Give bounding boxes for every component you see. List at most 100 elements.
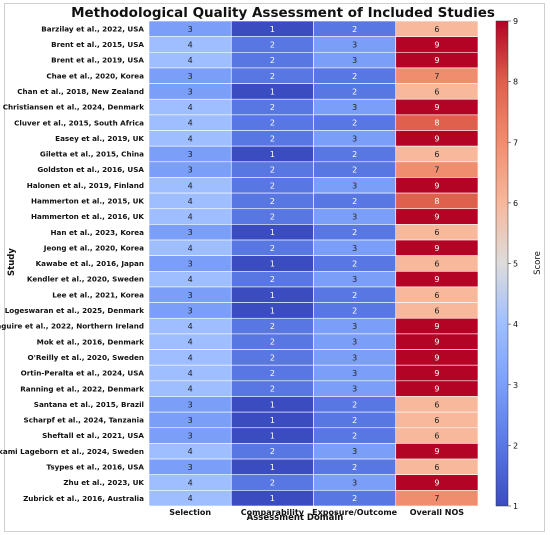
row-label: Chan et al., 2018, New Zealand	[17, 87, 144, 96]
cell-value-label: 4	[188, 181, 193, 190]
row-label: Halonen et al., 2019, Finland	[27, 181, 144, 190]
colorbar-tick-label: 1	[513, 502, 518, 511]
cell-value-label: 8	[434, 197, 439, 206]
cell-value-label: 2	[270, 197, 275, 206]
cell-value-label: 4	[188, 213, 193, 222]
cell-value-label: 2	[352, 260, 357, 269]
cell-value-label: 6	[434, 400, 439, 409]
cell-value-label: 4	[188, 479, 193, 488]
row-label: Tsypes et al., 2016, USA	[46, 462, 144, 471]
cell-value-label: 1	[270, 432, 275, 441]
column-label: Overall NOS	[410, 508, 465, 517]
column-label: Comparability	[241, 508, 305, 517]
cell-value-label: 2	[270, 181, 275, 190]
cell-value-label: 4	[188, 369, 193, 378]
cell-value-label: 3	[352, 275, 357, 284]
cell-value-label: 3	[352, 479, 357, 488]
cell-value-label: 9	[434, 244, 439, 253]
cell-value-label: 3	[188, 400, 193, 409]
colorbar-tick-label: 7	[513, 138, 518, 147]
cell-value-label: 6	[434, 150, 439, 159]
colorbar-tick-label: 8	[513, 78, 518, 87]
cell-value-label: 9	[434, 181, 439, 190]
cell-value-label: 2	[352, 119, 357, 128]
cell-value-label: 6	[434, 291, 439, 300]
cell-value-label: 9	[434, 369, 439, 378]
cell-value-label: 3	[188, 166, 193, 175]
cell-value-label: 6	[434, 25, 439, 34]
row-label: Scharpf et al., 2024, Tanzania	[24, 416, 145, 425]
cell-value-label: 3	[188, 291, 193, 300]
cell-value-label: 2	[270, 447, 275, 456]
row-label: Maguire et al., 2022, Northern Ireland	[0, 322, 144, 331]
colorbar-tick-label: 2	[513, 441, 518, 450]
cell-value-label: 2	[352, 400, 357, 409]
cell-value-label: 2	[270, 72, 275, 81]
cell-value-label: 2	[352, 494, 357, 503]
row-label: Santana et al., 2015, Brazil	[34, 400, 144, 409]
cell-value-label: 1	[270, 228, 275, 237]
cell-value-label: 2	[352, 228, 357, 237]
row-label: Christiansen et al., 2024, Denmark	[3, 103, 144, 112]
column-label: Exposure/Outcome	[312, 508, 397, 517]
cell-value-label: 9	[434, 353, 439, 362]
cell-value-label: 2	[352, 87, 357, 96]
row-label: Goldston et al., 2016, USA	[37, 165, 144, 174]
cell-value-label: 2	[270, 40, 275, 49]
cell-value-label: 1	[270, 306, 275, 315]
colorbar-label: Score	[533, 251, 543, 275]
cell-value-label: 9	[434, 213, 439, 222]
colorbar-tick-label: 6	[513, 199, 518, 208]
row-label: Sheftall et al., 2021, USA	[42, 431, 144, 440]
row-label: Barzilay et al., 2022, USA	[41, 24, 144, 33]
cell-value-label: 3	[352, 40, 357, 49]
colorbar	[495, 20, 509, 507]
cell-value-label: 4	[188, 103, 193, 112]
cell-value-label: 1	[270, 291, 275, 300]
cell-value-label: 2	[270, 166, 275, 175]
cell-value-label: 3	[352, 338, 357, 347]
cell-value-label: 4	[188, 275, 193, 284]
cell-value-label: 9	[434, 56, 439, 65]
cell-value-label: 2	[352, 72, 357, 81]
cell-value-label: 6	[434, 306, 439, 315]
cell-value-label: 4	[188, 244, 193, 253]
cell-value-label: 2	[270, 275, 275, 284]
column-label: Selection	[169, 508, 211, 517]
row-label: Kendler et al., 2020, Sweden	[27, 275, 144, 284]
cell-value-label: 2	[352, 416, 357, 425]
cell-value-label: 7	[434, 166, 439, 175]
cell-value-label: 3	[352, 385, 357, 394]
row-label: Han et al., 2023, Korea	[51, 228, 145, 237]
cell-value-label: 9	[434, 40, 439, 49]
cell-value-label: 2	[270, 134, 275, 143]
cell-value-label: 2	[352, 463, 357, 472]
cell-value-label: 3	[352, 369, 357, 378]
colorbar-tick-label: 3	[513, 381, 518, 390]
cell-value-label: 6	[434, 260, 439, 269]
cell-value-label: 7	[434, 494, 439, 503]
row-label: Takami Lageborn et al., 2024, Sweden	[0, 447, 144, 456]
cell-value-label: 4	[188, 494, 193, 503]
row-label: Jeong et al., 2020, Korea	[43, 243, 144, 252]
cell-value-label: 2	[270, 213, 275, 222]
colorbar-tick-label: 5	[513, 260, 518, 269]
row-label: Lee et al., 2021, Korea	[52, 290, 144, 299]
cell-value-label: 2	[270, 385, 275, 394]
cell-value-label: 8	[434, 119, 439, 128]
cell-value-label: 2	[270, 119, 275, 128]
cell-value-label: 3	[352, 103, 357, 112]
cell-value-label: 1	[270, 87, 275, 96]
colorbar-tick-label: 4	[513, 320, 518, 329]
cell-value-label: 4	[188, 447, 193, 456]
cell-value-label: 3	[188, 228, 193, 237]
row-label: Brent et al., 2019, USA	[51, 56, 144, 65]
cell-value-label: 3	[352, 322, 357, 331]
cell-value-label: 2	[270, 244, 275, 253]
cell-value-label: 3	[188, 416, 193, 425]
cell-value-label: 3	[352, 181, 357, 190]
heatmap-cell	[395, 490, 479, 507]
row-label: Mok et al., 2016, Denmark	[37, 337, 145, 346]
cell-value-label: 2	[270, 103, 275, 112]
